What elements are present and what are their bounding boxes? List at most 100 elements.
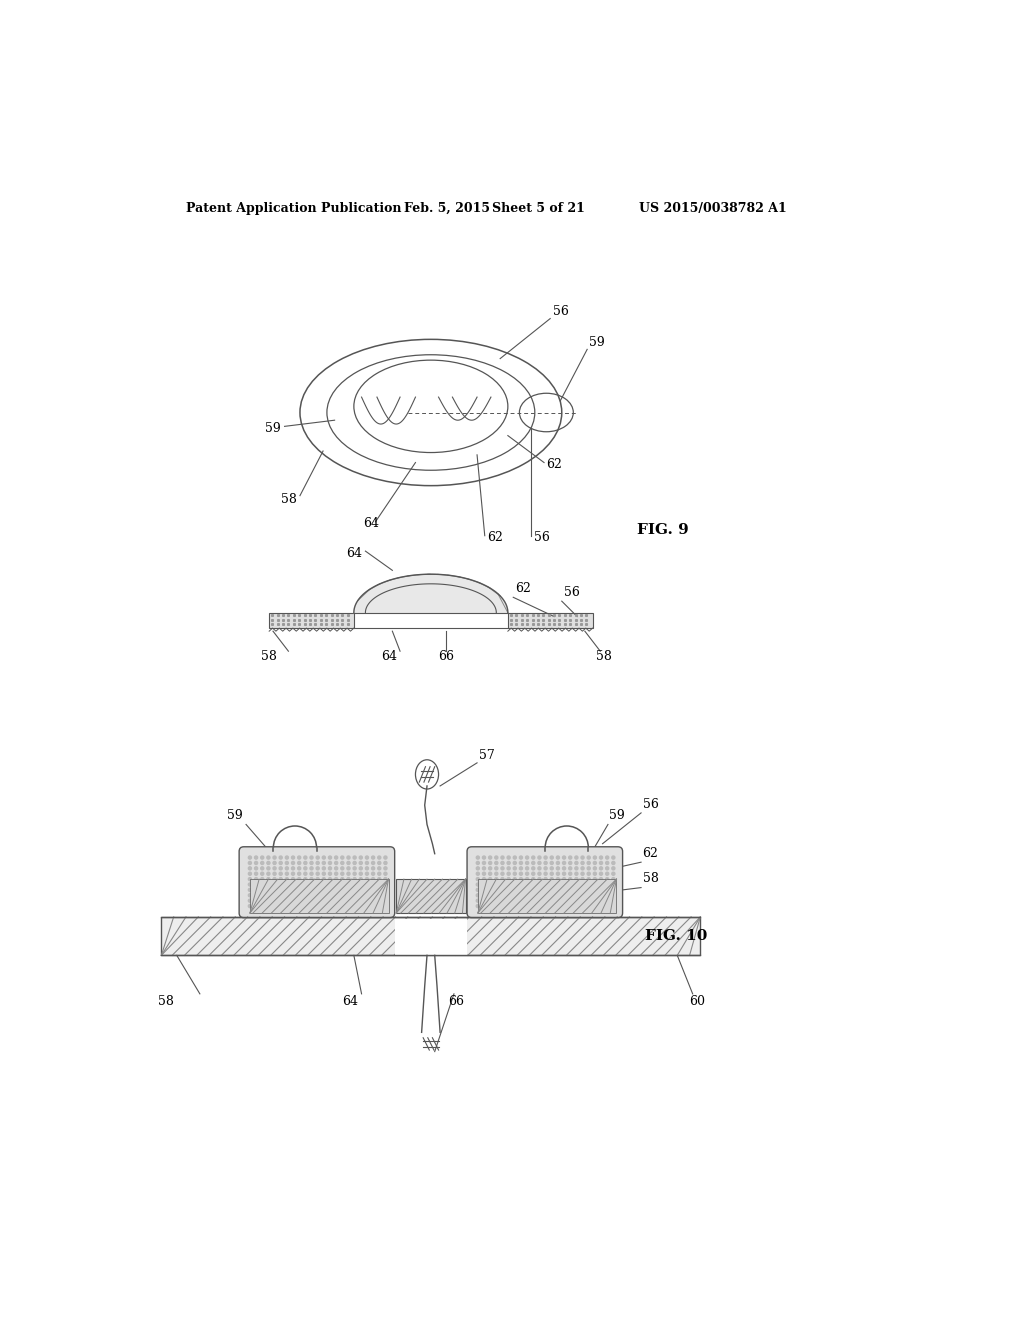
Circle shape bbox=[366, 873, 369, 875]
Circle shape bbox=[261, 862, 264, 865]
Circle shape bbox=[587, 878, 590, 880]
Circle shape bbox=[273, 873, 276, 875]
Circle shape bbox=[482, 904, 485, 908]
FancyBboxPatch shape bbox=[467, 847, 623, 917]
Circle shape bbox=[267, 867, 270, 870]
Circle shape bbox=[298, 899, 301, 903]
FancyBboxPatch shape bbox=[240, 847, 394, 917]
Circle shape bbox=[286, 878, 289, 880]
Circle shape bbox=[562, 862, 565, 865]
Circle shape bbox=[329, 862, 332, 865]
Circle shape bbox=[519, 904, 522, 908]
Circle shape bbox=[384, 894, 387, 896]
Circle shape bbox=[587, 857, 590, 859]
Circle shape bbox=[538, 894, 541, 896]
Circle shape bbox=[476, 883, 479, 886]
Circle shape bbox=[366, 878, 369, 880]
Circle shape bbox=[335, 883, 338, 886]
Circle shape bbox=[550, 883, 553, 886]
Circle shape bbox=[495, 867, 498, 870]
Circle shape bbox=[488, 904, 492, 908]
Circle shape bbox=[249, 883, 252, 886]
Circle shape bbox=[273, 904, 276, 908]
Circle shape bbox=[568, 867, 571, 870]
Circle shape bbox=[587, 862, 590, 865]
Circle shape bbox=[488, 894, 492, 896]
Text: 56: 56 bbox=[535, 531, 550, 544]
Circle shape bbox=[501, 888, 504, 891]
Circle shape bbox=[544, 873, 547, 875]
Circle shape bbox=[550, 878, 553, 880]
Circle shape bbox=[556, 867, 559, 870]
Circle shape bbox=[562, 899, 565, 903]
Circle shape bbox=[556, 883, 559, 886]
Circle shape bbox=[599, 888, 602, 891]
Circle shape bbox=[292, 894, 295, 896]
Circle shape bbox=[501, 878, 504, 880]
Circle shape bbox=[341, 899, 344, 903]
Circle shape bbox=[556, 857, 559, 859]
Circle shape bbox=[347, 873, 350, 875]
Circle shape bbox=[593, 857, 596, 859]
Circle shape bbox=[495, 857, 498, 859]
Circle shape bbox=[273, 857, 276, 859]
Circle shape bbox=[298, 888, 301, 891]
Circle shape bbox=[519, 878, 522, 880]
Circle shape bbox=[323, 899, 326, 903]
Text: 58: 58 bbox=[261, 651, 278, 664]
Circle shape bbox=[574, 894, 578, 896]
Circle shape bbox=[495, 894, 498, 896]
Circle shape bbox=[384, 888, 387, 891]
Circle shape bbox=[587, 904, 590, 908]
Circle shape bbox=[538, 878, 541, 880]
Circle shape bbox=[292, 867, 295, 870]
Circle shape bbox=[335, 857, 338, 859]
Circle shape bbox=[323, 888, 326, 891]
Circle shape bbox=[538, 888, 541, 891]
Circle shape bbox=[359, 904, 362, 908]
Circle shape bbox=[335, 904, 338, 908]
Circle shape bbox=[286, 888, 289, 891]
Text: 62: 62 bbox=[487, 531, 503, 544]
Circle shape bbox=[261, 883, 264, 886]
Circle shape bbox=[495, 899, 498, 903]
Circle shape bbox=[366, 862, 369, 865]
Circle shape bbox=[525, 883, 528, 886]
Circle shape bbox=[366, 883, 369, 886]
Circle shape bbox=[513, 862, 516, 865]
Circle shape bbox=[310, 862, 313, 865]
Text: Patent Application Publication: Patent Application Publication bbox=[186, 202, 401, 215]
Circle shape bbox=[255, 899, 258, 903]
Circle shape bbox=[341, 894, 344, 896]
Circle shape bbox=[261, 904, 264, 908]
Circle shape bbox=[273, 878, 276, 880]
Circle shape bbox=[298, 857, 301, 859]
Circle shape bbox=[568, 894, 571, 896]
Circle shape bbox=[519, 857, 522, 859]
Circle shape bbox=[310, 883, 313, 886]
Circle shape bbox=[298, 883, 301, 886]
Text: 66: 66 bbox=[438, 651, 455, 664]
Circle shape bbox=[273, 867, 276, 870]
Circle shape bbox=[292, 888, 295, 891]
Circle shape bbox=[323, 904, 326, 908]
Text: 58: 58 bbox=[643, 873, 658, 886]
Circle shape bbox=[341, 857, 344, 859]
Circle shape bbox=[286, 862, 289, 865]
Circle shape bbox=[323, 878, 326, 880]
Circle shape bbox=[599, 857, 602, 859]
Circle shape bbox=[316, 888, 319, 891]
Circle shape bbox=[507, 894, 510, 896]
Circle shape bbox=[550, 904, 553, 908]
Circle shape bbox=[304, 867, 307, 870]
Circle shape bbox=[525, 904, 528, 908]
Circle shape bbox=[329, 904, 332, 908]
Circle shape bbox=[280, 857, 283, 859]
Circle shape bbox=[267, 873, 270, 875]
Circle shape bbox=[384, 873, 387, 875]
Circle shape bbox=[255, 878, 258, 880]
Circle shape bbox=[347, 899, 350, 903]
Circle shape bbox=[304, 862, 307, 865]
Circle shape bbox=[581, 904, 584, 908]
Circle shape bbox=[568, 883, 571, 886]
